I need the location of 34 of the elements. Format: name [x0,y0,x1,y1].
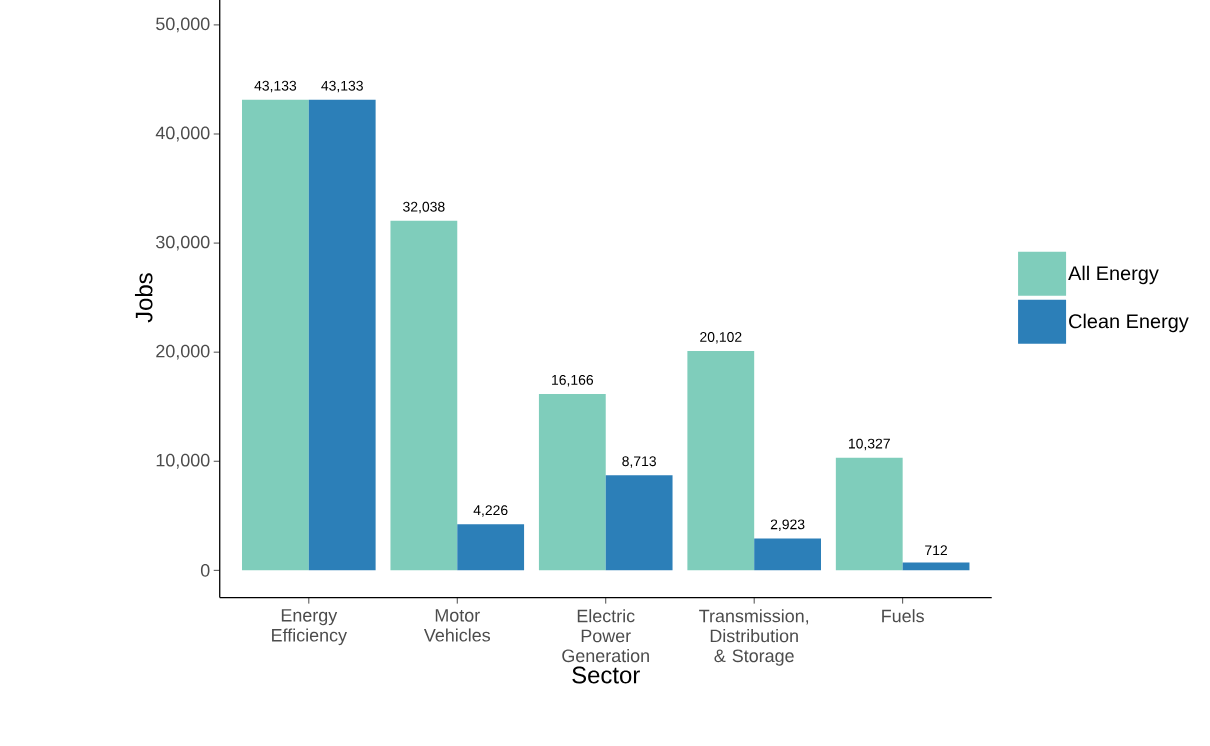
data-label: 43,133 [254,80,297,93]
data-label: 2,923 [770,519,805,531]
data-label: 10,327 [848,438,890,451]
bar [457,524,525,571]
x-axis-title: Sector [572,666,640,684]
y-axis-title: Jobs [134,273,153,323]
y-tick-label: 30,000 [156,235,210,251]
y-tick-label: 10,000 [156,453,210,469]
bar [835,457,903,571]
data-label: 8,713 [622,456,656,468]
x-tick-label: Motor Vehicles [423,609,491,642]
x-tick-label: Energy Efficiency [272,609,347,646]
x-tick-label: Fuels [882,609,924,623]
y-tick-label: 40,000 [155,126,210,142]
data-label: 43,133 [321,80,363,93]
bar [538,394,606,571]
data-label: 712 [925,545,947,556]
bar [242,99,309,571]
bar [687,351,755,571]
y-tick-label: 50,000 [156,17,210,33]
bar [605,475,673,571]
bar [308,99,376,571]
bar [390,220,458,571]
data-label: 4,226 [473,505,508,517]
legend-label: Clean Energy [1069,313,1189,333]
x-tick-label: Electric Power Generation [562,609,649,663]
y-tick-label: 20,000 [156,344,210,360]
data-label: 16,166 [552,374,594,387]
x-tick-label: Transmission, Distribution & Storage [699,609,809,666]
data-label: 20,102 [700,332,742,344]
legend-label: All Energy [1068,265,1159,285]
y-tick-label: 0 [200,563,210,577]
data-label: 32,038 [403,201,445,214]
bar [754,538,821,571]
